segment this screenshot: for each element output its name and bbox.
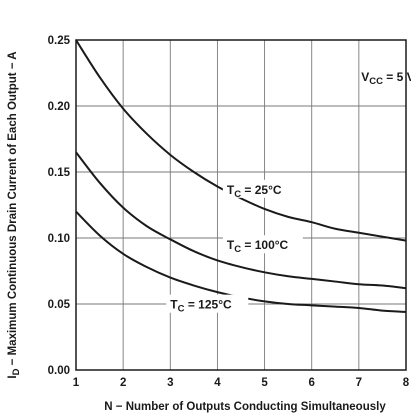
vcc-label-rest: = 5 V	[383, 70, 411, 84]
plot-frame	[75, 39, 407, 371]
vcc-annotation: VCC = 5 V	[361, 70, 411, 87]
x-tick-label: 3	[167, 377, 173, 389]
series-tc-100-label-bg	[222, 235, 303, 254]
x-tick-label: 6	[309, 377, 315, 389]
x-tick-label: 2	[120, 377, 126, 389]
y-axis-label-rest: − Maximum Continuous Drain Current of Ea…	[7, 51, 19, 368]
x-tick-label: 4	[214, 377, 221, 389]
y-axis-label: ID − Maximum Continuous Drain Current of…	[7, 51, 22, 378]
series-tc-100-label: TC = 100°C	[227, 238, 289, 255]
y-tick-label: 0.10	[48, 233, 70, 245]
x-tick-label: 7	[356, 377, 362, 389]
tick-labels: 1 2 3 4 5 6 7 8 0.00 0.05 0.10 0.15 0.20 0.25	[48, 35, 410, 389]
series-tc-125-label: TC = 125°C	[170, 298, 232, 315]
x-axis-label: N − Number of Outputs Conducting Simulta…	[104, 401, 386, 413]
series-tc-100-line	[75, 151, 407, 290]
series-tc-25-line	[75, 39, 407, 242]
x-tick-label: 1	[73, 377, 80, 389]
y-tick-label: 0.15	[48, 167, 71, 179]
series-group: TC = 25°C TC = 100°C TC = 125°C	[75, 39, 407, 315]
y-axis-label-main: I	[7, 375, 19, 378]
y-axis-label-sub: D	[11, 368, 22, 375]
x-tick-label: 5	[261, 377, 268, 389]
y-tick-label: 0.00	[48, 365, 70, 377]
vcc-label-sub: CC	[369, 76, 383, 87]
vcc-label: VCC = 5 V	[361, 70, 411, 87]
x-tick-label: 8	[403, 377, 410, 389]
series-tc-25-label-bg	[222, 179, 295, 198]
grid	[76, 40, 406, 370]
series-tc-125-label-bg	[166, 294, 249, 313]
y-tick-label: 0.20	[48, 101, 70, 113]
vcc-label-main: V	[361, 70, 369, 84]
y-tick-label: 0.05	[48, 299, 71, 311]
y-tick-label: 0.25	[48, 35, 71, 47]
series-tc-25-label: TC = 25°C	[227, 183, 282, 200]
